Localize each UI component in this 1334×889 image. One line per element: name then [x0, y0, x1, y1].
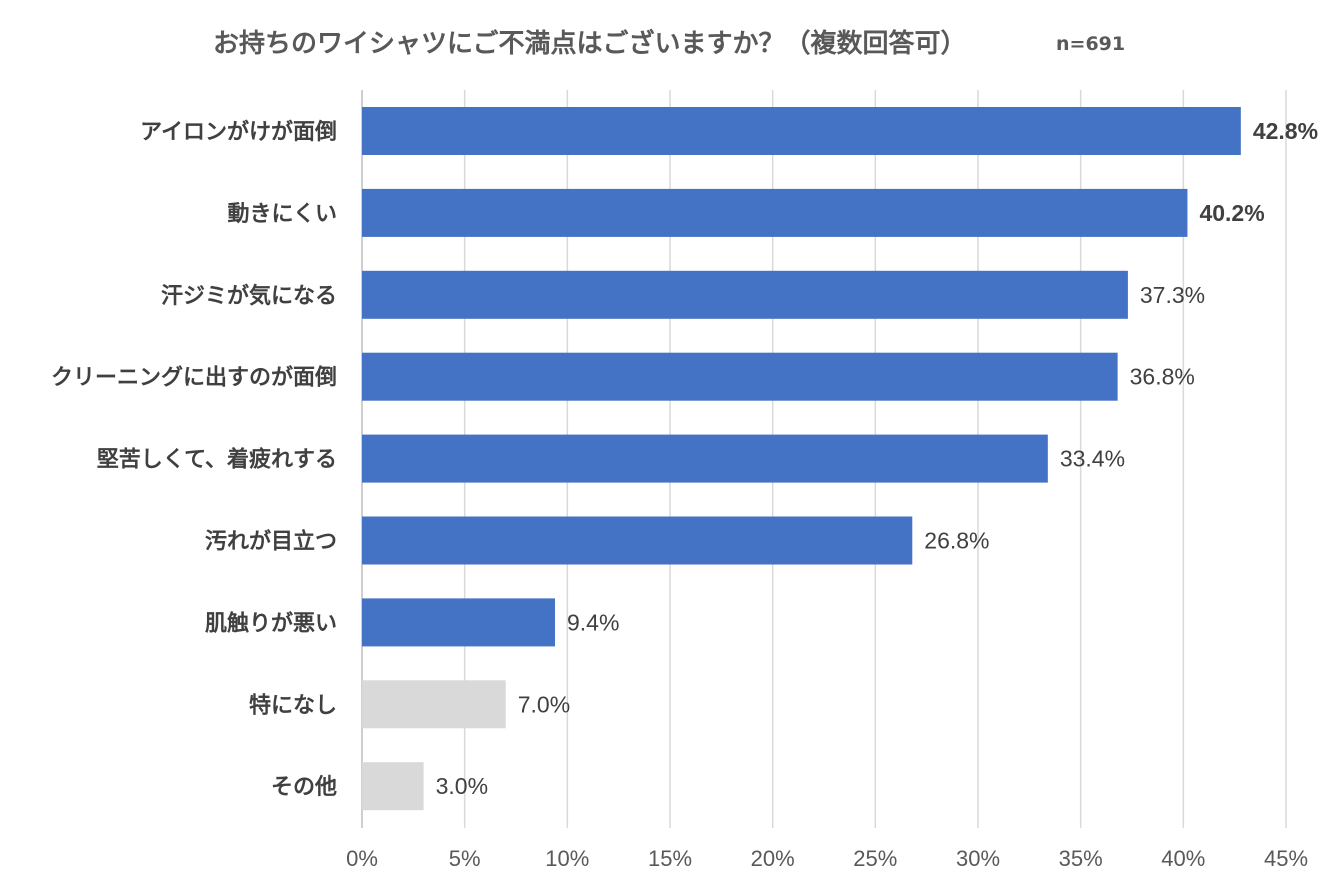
- bars: [362, 107, 1241, 811]
- category-label: 動きにくい: [227, 202, 337, 227]
- bar: [362, 434, 1048, 483]
- category-label: クリーニングに出すのが面倒: [51, 365, 337, 391]
- data-label: 7.0%: [518, 691, 570, 717]
- x-tick-label: 35%: [1059, 846, 1103, 871]
- category-label: その他: [271, 775, 337, 800]
- data-labels: 42.8% 40.2% 37.3% 36.8% 33.4% 26.8% 9.4% 7.0% 3.…: [436, 118, 1318, 799]
- bar: [362, 680, 506, 729]
- data-label: 9.4%: [567, 609, 619, 635]
- data-label: 36.8%: [1130, 364, 1195, 390]
- data-label: 33.4%: [1060, 446, 1125, 472]
- bar: [362, 270, 1128, 319]
- bar: [362, 762, 424, 811]
- data-label: 37.3%: [1140, 282, 1205, 308]
- bar: [362, 107, 1241, 155]
- sample-size-label: n=691: [1056, 33, 1125, 55]
- category-label: 汗ジミが気になる: [161, 283, 337, 309]
- x-tick-label: 20%: [751, 846, 795, 871]
- data-label: 3.0%: [436, 773, 488, 799]
- category-label: 汚れが目立つ: [205, 529, 337, 555]
- category-label: 肌触りが悪い: [205, 610, 337, 636]
- category-label: 堅苦しくて、着疲れする: [97, 447, 337, 473]
- chart-title-group: お持ちのワイシャツにご不満点はございますか？（複数回答可） n=691: [213, 28, 1125, 59]
- category-labels: アイロンがけが面倒動きにくい汗ジミが気になるクリーニングに出すのが面倒堅苦しくて…: [51, 119, 337, 800]
- x-tick-label: 10%: [545, 846, 589, 871]
- x-tick-label: 0%: [346, 846, 378, 871]
- chart-title: お持ちのワイシャツにご不満点はございますか？（複数回答可）: [213, 28, 966, 59]
- x-tick-label: 30%: [956, 846, 1000, 871]
- x-tick-label: 45%: [1264, 846, 1308, 871]
- data-label: 26.8%: [924, 528, 989, 554]
- category-label: アイロンがけが面倒: [140, 119, 337, 145]
- category-label: 特になし: [249, 692, 337, 718]
- bar: [362, 598, 556, 647]
- x-tick-label: 40%: [1161, 846, 1205, 871]
- x-axis-tick-labels: 0% 5% 10% 15% 20% 25% 30% 35% 40% 45%: [346, 846, 1308, 871]
- bar: [362, 188, 1188, 237]
- x-tick-label: 25%: [853, 846, 897, 871]
- data-label: 40.2%: [1199, 200, 1264, 226]
- data-label: 42.8%: [1253, 118, 1318, 144]
- bar: [362, 352, 1118, 401]
- x-tick-label: 5%: [449, 846, 481, 871]
- bar: [362, 516, 913, 565]
- x-tick-label: 15%: [648, 846, 692, 871]
